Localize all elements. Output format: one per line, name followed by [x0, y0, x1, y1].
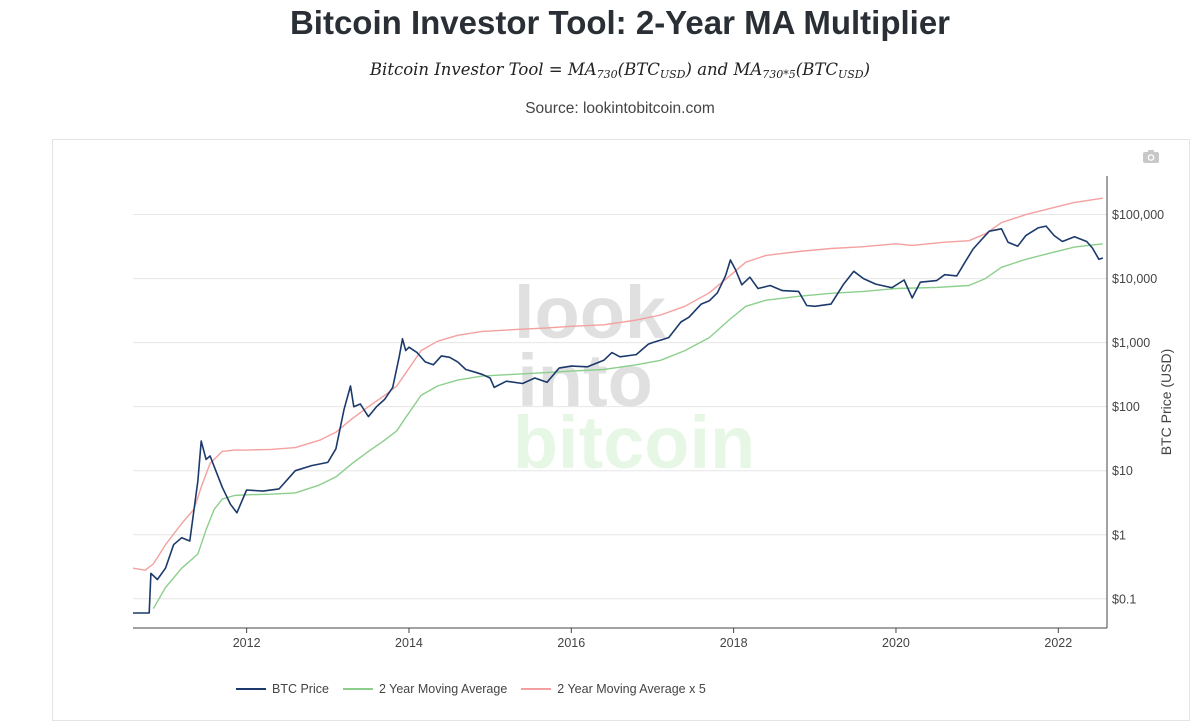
- legend-item-btc-price[interactable]: BTC Price: [236, 682, 329, 696]
- y-tick-label: $100: [1112, 400, 1140, 414]
- legend-label: 2 Year Moving Average: [378, 682, 508, 696]
- x-tick-label: 2014: [395, 636, 423, 650]
- series-line-btc-price[interactable]: [133, 225, 1104, 614]
- y-tick-label: $100,000: [1112, 208, 1164, 222]
- x-tick-label: 2012: [233, 636, 261, 650]
- y-tick-label: $10,000: [1112, 272, 1157, 286]
- watermark-line-3: bitcoin: [513, 401, 756, 484]
- legend-swatch: [236, 688, 266, 690]
- y-tick-label: $0.1: [1112, 592, 1136, 606]
- series-line-2y-ma[interactable]: [152, 243, 1103, 610]
- chart-source: Source: lookintobitcoin.com: [525, 100, 715, 117]
- watermark: look into bitcoin: [513, 271, 756, 484]
- y-tick-label: $10: [1112, 464, 1133, 478]
- watermark-line-1: look: [514, 271, 667, 354]
- x-tick-label: 2022: [1044, 636, 1072, 650]
- axes: $0.1 $1 $10 $100 $1,000 $10,000 $100,000 2012 20…: [133, 176, 1164, 650]
- legend-swatch: [342, 688, 373, 690]
- series-line-2y-ma-x5[interactable]: [132, 197, 1104, 571]
- x-tick-label: 2018: [720, 636, 748, 650]
- chart-panel: [52, 139, 1190, 721]
- x-tick-label: 2016: [557, 636, 585, 650]
- camera-icon[interactable]: [1142, 148, 1160, 166]
- x-tick-label: 2020: [882, 636, 910, 650]
- legend-label: BTC Price: [272, 682, 329, 696]
- series-lines: [132, 197, 1104, 614]
- legend-label: 2 Year Moving Average x 5: [557, 682, 706, 696]
- legend-item-2y-ma[interactable]: 2 Year Moving Average: [342, 682, 508, 696]
- chart-formula: Bitcoin Investor Tool = MA730(BTCUSD) an…: [369, 60, 871, 81]
- y-tick-label: $1,000: [1112, 336, 1150, 350]
- legend-swatch: [521, 688, 552, 690]
- y-tick-label: $1: [1112, 528, 1126, 542]
- y-axis-label: BTC Price (USD): [1158, 349, 1174, 456]
- chart-legend: BTC Price 2 Year Moving Average 2 Year M…: [236, 680, 720, 698]
- page-title: Bitcoin Investor Tool: 2-Year MA Multipl…: [289, 4, 951, 41]
- legend-item-2y-ma-x5[interactable]: 2 Year Moving Average x 5: [521, 682, 706, 696]
